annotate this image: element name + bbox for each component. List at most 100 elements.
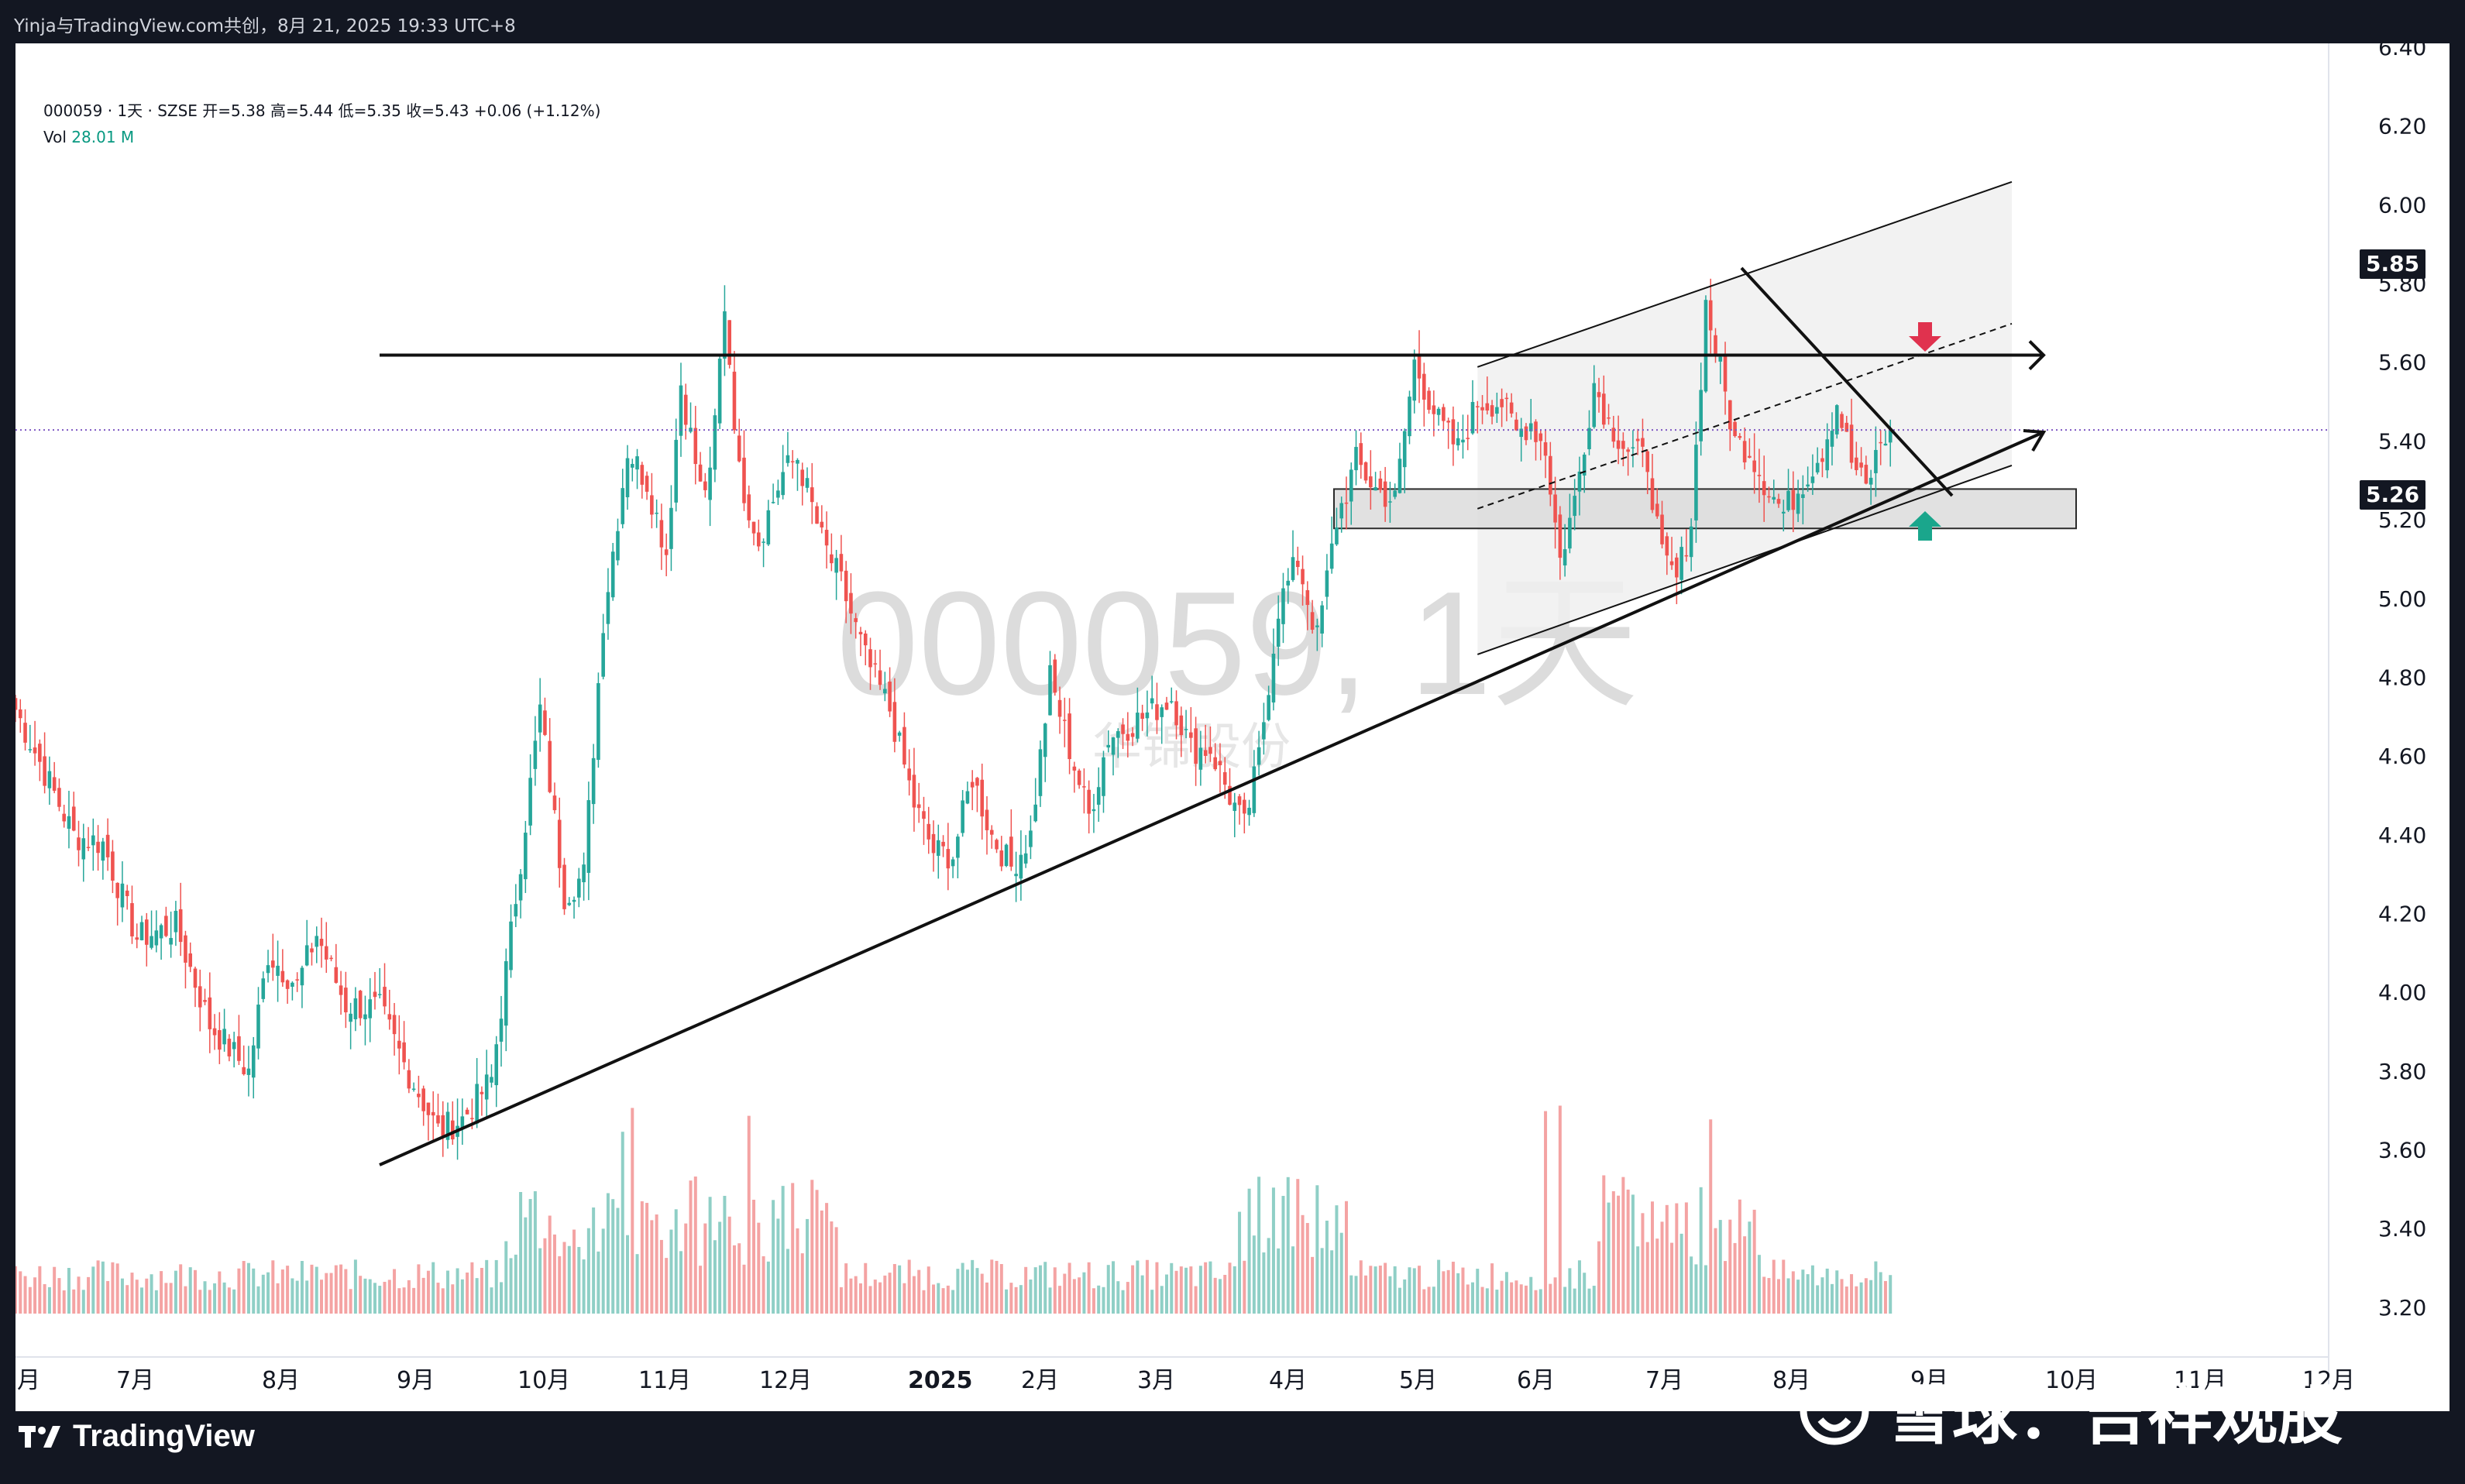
volume-bar: [592, 1207, 596, 1314]
volume-bar: [1418, 1266, 1422, 1314]
candle-body: [111, 851, 115, 881]
candle-body: [1359, 443, 1363, 465]
volume-bar: [1743, 1236, 1747, 1314]
candle-body: [693, 428, 698, 465]
candle-body: [1116, 731, 1120, 738]
volume-bar: [1097, 1285, 1101, 1314]
volume-bar: [1145, 1259, 1149, 1314]
volume-bar: [626, 1235, 630, 1314]
candle-body: [1237, 796, 1242, 806]
volume-bar: [1305, 1223, 1309, 1314]
candle-body: [1675, 557, 1679, 578]
volume-bar: [1670, 1242, 1674, 1314]
candle-body: [504, 961, 508, 1026]
volume-bar: [616, 1207, 620, 1314]
volume-bar: [91, 1266, 95, 1314]
volume-bar: [480, 1267, 483, 1314]
volume-bar: [1427, 1286, 1431, 1314]
candle-body: [1422, 373, 1426, 400]
top-bar: Yinja与TradingView.com共创，8月 21, 2025 19:3…: [0, 0, 2465, 43]
candle-body: [1344, 502, 1349, 504]
xueqiu-logo-icon: [1800, 1376, 1869, 1444]
volume-bar: [1131, 1265, 1135, 1314]
volume-bar: [397, 1288, 401, 1314]
volume-bar: [1549, 1283, 1552, 1314]
volume-bar: [1607, 1202, 1611, 1314]
price-tag-lower: 5.26: [2360, 480, 2426, 510]
volume-bar: [325, 1273, 328, 1314]
candle-body: [892, 702, 897, 742]
volume-bar: [421, 1277, 425, 1314]
price-chart-svg[interactable]: 000059, 1天华锦股份6.406.206.005.805.605.405.…: [15, 43, 2450, 1411]
candle-body: [1650, 478, 1655, 510]
volume-bar: [28, 1286, 32, 1314]
volume-bar: [543, 1238, 547, 1314]
volume-bar: [1286, 1177, 1290, 1314]
candle-body: [1033, 804, 1037, 822]
candle-body: [1417, 356, 1422, 379]
volume-bar: [1820, 1277, 1824, 1314]
volume-bar: [601, 1228, 605, 1314]
time-tick-label: 5月: [1399, 1367, 1437, 1394]
volume-bar: [1155, 1262, 1159, 1314]
candle-body: [1563, 549, 1567, 566]
volume-bar: [1281, 1196, 1285, 1314]
volume-bar: [737, 1243, 741, 1314]
candle-body: [1092, 809, 1096, 812]
candle-body: [383, 987, 387, 1007]
volume-bar: [286, 1266, 290, 1314]
volume-bar: [1762, 1276, 1766, 1314]
candle-body: [1228, 785, 1232, 805]
candle-body: [1553, 494, 1557, 523]
candle-body: [373, 991, 377, 998]
volume-bar: [1335, 1205, 1339, 1314]
candle-body: [1820, 458, 1824, 462]
candle-body: [1641, 438, 1645, 447]
candle-body: [1174, 701, 1178, 726]
volume-bar: [67, 1268, 70, 1314]
price-tag-upper: 5.85: [2360, 249, 2426, 279]
candle-body: [484, 1074, 489, 1100]
candle-body: [494, 1044, 499, 1086]
volume-bar: [1699, 1187, 1703, 1314]
volume-bar: [582, 1259, 586, 1314]
time-tick-label: 6月: [1517, 1367, 1555, 1394]
volume-bar: [1228, 1262, 1232, 1314]
candle-body: [961, 800, 964, 833]
volume-bar: [1855, 1286, 1858, 1314]
volume-bar: [1621, 1177, 1625, 1314]
chart-area[interactable]: 000059, 1天华锦股份6.406.206.005.805.605.405.…: [15, 43, 2450, 1411]
candle-body: [708, 467, 712, 500]
volume-bar: [1208, 1261, 1212, 1314]
volume-bar: [796, 1228, 799, 1314]
candle-body: [1679, 547, 1683, 580]
volume-bar: [150, 1274, 153, 1314]
candle-body: [800, 469, 805, 486]
volume-bar: [1369, 1266, 1373, 1314]
candle-body: [1315, 625, 1319, 627]
volume-bar: [1384, 1262, 1387, 1314]
tradingview-logo[interactable]: TradingView: [17, 1419, 255, 1454]
volume-bar: [38, 1266, 42, 1314]
candle-body: [1398, 459, 1402, 493]
volume-bar: [368, 1279, 372, 1314]
volume-bar: [1883, 1280, 1887, 1314]
candle-body: [975, 778, 979, 786]
candle-body: [956, 836, 960, 858]
candle-body: [1053, 659, 1057, 693]
candle-body: [727, 320, 731, 366]
candle-body: [96, 841, 100, 854]
candle-body: [208, 997, 212, 1029]
volume-bar: [1504, 1272, 1508, 1314]
candle-body: [543, 710, 547, 735]
price-tick-label: 4.80: [2378, 665, 2426, 690]
candle-body: [1257, 747, 1261, 765]
volume-bar: [1480, 1286, 1484, 1314]
volume-bar: [1364, 1275, 1368, 1314]
candle-body: [1470, 402, 1475, 434]
candle-body: [1888, 430, 1893, 443]
candle-body: [1786, 490, 1790, 510]
volume-bar: [1223, 1274, 1227, 1314]
candle-body: [227, 1039, 232, 1056]
candle-body: [1597, 392, 1601, 397]
